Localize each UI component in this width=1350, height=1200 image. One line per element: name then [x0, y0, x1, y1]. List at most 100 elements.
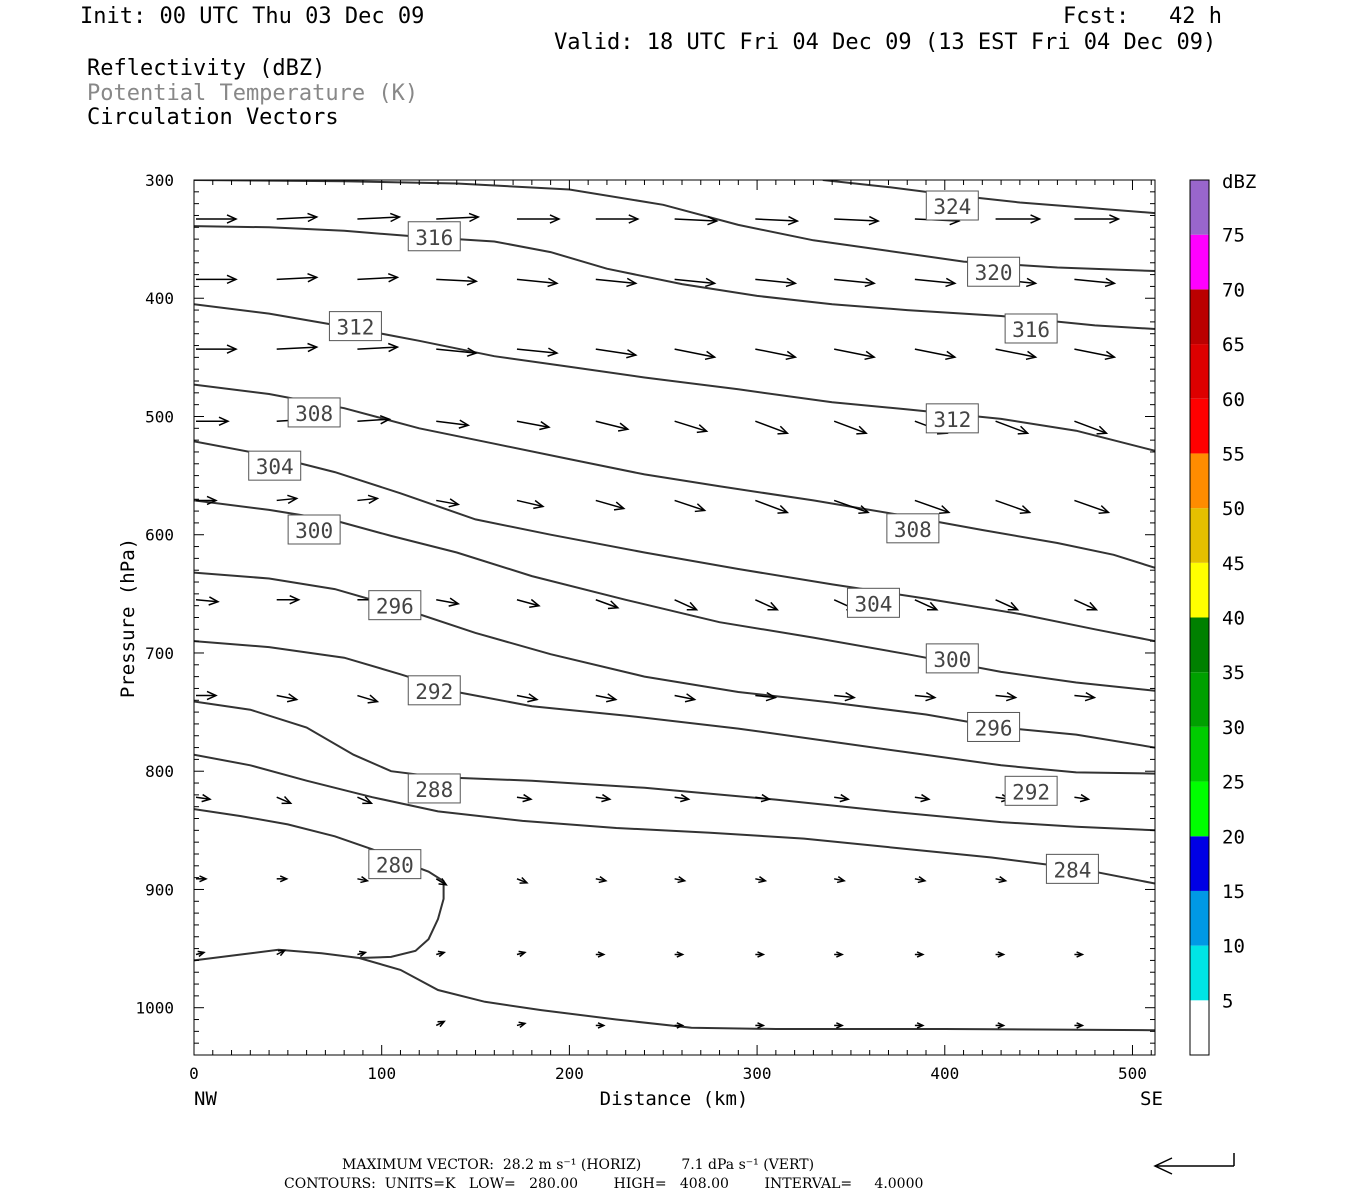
circulation-vector [674, 499, 707, 513]
circulation-vector [995, 951, 1006, 958]
colorbar-tick-label: 75 [1222, 225, 1245, 247]
circulation-vector [357, 273, 400, 283]
circulation-vector [834, 1022, 844, 1029]
circulation-vector [674, 951, 685, 958]
colorbar-segment [1190, 781, 1209, 837]
circulation-vector [195, 950, 206, 958]
colorbar-segment [1190, 562, 1209, 618]
colorbar-segment [1190, 836, 1209, 891]
colorbar-segment [1190, 1000, 1209, 1055]
valid-time: Valid: 18 UTC Fri 04 Dec 09 (13 EST Fri … [554, 30, 1217, 55]
circulation-vector [276, 693, 299, 703]
circulation-vector [1074, 951, 1085, 958]
contour-label-280: 280 [368, 849, 422, 880]
circulation-vector [995, 599, 1020, 611]
circulation-vector [674, 215, 719, 226]
theta-contour-288 [194, 700, 1155, 832]
contour-label-308: 308 [287, 397, 341, 428]
y-tick-label: 300 [145, 171, 174, 190]
footer-max-vector: MAXIMUM VECTOR: 28.2 m s⁻¹ (HORIZ) 7.1 d… [342, 1157, 815, 1173]
circulation-vector [755, 420, 790, 435]
circulation-vector [914, 277, 957, 288]
colorbar-segment [1190, 945, 1209, 1001]
colorbar-tick-label: 50 [1222, 498, 1245, 520]
y-tick-label: 400 [145, 289, 174, 308]
svg-text:316: 316 [1012, 318, 1050, 342]
colorbar-segment [1190, 234, 1209, 290]
circulation-vector [755, 691, 778, 702]
circulation-vector [595, 348, 638, 359]
circulation-vector [834, 951, 844, 958]
contour-label-308: 308 [886, 513, 940, 544]
circulation-vector [516, 793, 533, 803]
circulation-vector [995, 348, 1038, 361]
circulation-vector [516, 499, 545, 510]
circulation-vector [276, 273, 319, 283]
circulation-vector [674, 348, 717, 361]
contour-label-316: 316 [407, 221, 461, 252]
circulation-vector [595, 214, 640, 224]
circulation-vector [834, 277, 876, 288]
circulation-vector [276, 212, 319, 223]
forecast-hour: Fcst: 42 h [1063, 4, 1222, 29]
circulation-vector [674, 693, 697, 703]
y-tick-label: 900 [145, 880, 174, 899]
circulation-vector [914, 348, 957, 361]
circulation-vector [276, 949, 287, 957]
circulation-vector [276, 875, 289, 883]
circulation-vector [755, 277, 798, 288]
circulation-vector [914, 499, 951, 515]
circulation-vector [914, 876, 927, 884]
colorbar-segment [1190, 344, 1209, 399]
circulation-vector [595, 793, 612, 803]
contour-label-288: 288 [407, 773, 461, 804]
colorbar-tick-label: 25 [1222, 772, 1245, 794]
footer-contours: CONTOURS: UNITS=K LOW= 280.00 HIGH= 408.… [284, 1176, 924, 1192]
circulation-vector [357, 342, 400, 353]
circulation-vector [196, 495, 218, 506]
circulation-vector [1074, 420, 1109, 435]
y-tick-label: 800 [145, 762, 174, 781]
circulation-vector [516, 693, 539, 703]
colorbar-tick-label: 45 [1222, 553, 1245, 575]
colorbar-tick-label: 40 [1222, 608, 1245, 630]
circulation-vector [834, 691, 856, 702]
contour-label-316: 316 [1004, 313, 1058, 344]
circulation-vector [1074, 348, 1117, 361]
svg-text:324: 324 [933, 195, 971, 219]
colorbar-segment [1190, 617, 1209, 673]
colorbar-frame [1189, 179, 1210, 1056]
contour-label-284: 284 [1045, 853, 1099, 884]
circulation-vector [595, 876, 608, 884]
svg-text:312: 312 [933, 408, 971, 432]
reference-vector [1153, 1153, 1235, 1175]
circulation-vector [436, 419, 471, 429]
circulation-vector [1074, 793, 1091, 803]
circulation-vector [755, 951, 766, 958]
theta-contour-324 [822, 180, 1155, 215]
colorbar-title: dBZ [1222, 171, 1256, 193]
circulation-vector [196, 274, 238, 285]
circulation-vector [436, 597, 461, 607]
colorbar-segment [1190, 672, 1209, 727]
circulation-vector [435, 878, 448, 886]
circulation-vector [516, 347, 559, 357]
legend-circulation-vectors: Circulation Vectors [87, 105, 339, 130]
circulation-vector [914, 691, 937, 702]
colorbar-segment [1190, 890, 1209, 946]
circulation-vector [435, 1020, 446, 1028]
circulation-vector [995, 214, 1042, 224]
colorbar-segment [1190, 453, 1209, 509]
contour-label-324: 324 [925, 190, 979, 221]
circulation-vector [595, 1022, 606, 1029]
theta-contour-280 [194, 948, 1155, 1032]
x-tick-label: 300 [743, 1064, 772, 1083]
circulation-vector [196, 875, 208, 883]
circulation-vector [1074, 499, 1111, 515]
circulation-vector [995, 876, 1008, 884]
theta-contour-284 [194, 753, 1155, 885]
svg-text:292: 292 [1012, 780, 1050, 804]
circulation-vector [755, 499, 790, 514]
theta-contour-304 [194, 440, 1155, 643]
circulation-vector [755, 1022, 766, 1029]
